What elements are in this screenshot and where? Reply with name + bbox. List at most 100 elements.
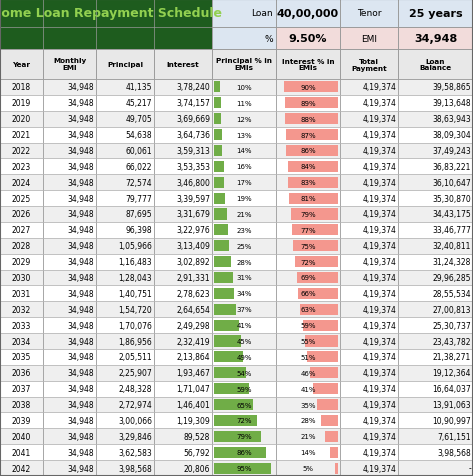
Bar bbox=[340, 444, 398, 460]
Bar bbox=[43, 302, 96, 317]
Bar bbox=[0, 96, 43, 111]
Text: 25 years: 25 years bbox=[409, 9, 462, 19]
Text: 88%: 88% bbox=[300, 117, 316, 122]
Text: 75%: 75% bbox=[300, 243, 316, 249]
Bar bbox=[340, 365, 398, 381]
Bar bbox=[212, 381, 276, 397]
Bar bbox=[214, 241, 229, 252]
Bar bbox=[0, 222, 43, 238]
Bar bbox=[276, 222, 340, 238]
Bar bbox=[276, 238, 340, 254]
Bar bbox=[276, 96, 340, 111]
Bar bbox=[398, 143, 473, 159]
Bar bbox=[307, 352, 338, 363]
Text: Home Loan Repayment Schedule: Home Loan Repayment Schedule bbox=[0, 8, 221, 20]
Bar bbox=[43, 96, 96, 111]
Text: 41,135: 41,135 bbox=[125, 83, 152, 92]
Text: Total
Payment: Total Payment bbox=[351, 59, 387, 71]
Text: 9.50%: 9.50% bbox=[289, 34, 327, 44]
Bar bbox=[340, 207, 398, 222]
Bar bbox=[214, 383, 249, 395]
Text: 32,40,811: 32,40,811 bbox=[433, 242, 471, 251]
Text: 2027: 2027 bbox=[12, 226, 31, 235]
Text: Interest: Interest bbox=[166, 62, 199, 68]
Text: 79%: 79% bbox=[300, 211, 316, 218]
Bar bbox=[43, 365, 96, 381]
Text: 4,19,374: 4,19,374 bbox=[362, 99, 396, 108]
Bar bbox=[398, 96, 473, 111]
Text: 2,32,419: 2,32,419 bbox=[176, 337, 210, 346]
Bar bbox=[212, 444, 276, 460]
Text: 34,948: 34,948 bbox=[67, 226, 94, 235]
Text: 37,49,243: 37,49,243 bbox=[432, 147, 471, 156]
Text: Principal: Principal bbox=[107, 62, 143, 68]
Text: 41%: 41% bbox=[300, 386, 316, 392]
Text: 4,19,374: 4,19,374 bbox=[362, 83, 396, 92]
Bar bbox=[154, 222, 212, 238]
Text: 4,19,374: 4,19,374 bbox=[362, 147, 396, 156]
Text: 3,74,157: 3,74,157 bbox=[176, 99, 210, 108]
Bar bbox=[276, 0, 340, 28]
Bar bbox=[212, 80, 276, 96]
Text: 77%: 77% bbox=[300, 228, 316, 233]
Text: 89,528: 89,528 bbox=[184, 432, 210, 441]
Bar bbox=[398, 238, 473, 254]
Text: 2020: 2020 bbox=[12, 115, 31, 124]
Bar bbox=[330, 446, 338, 458]
Text: 34,948: 34,948 bbox=[67, 416, 94, 425]
Text: 21,38,271: 21,38,271 bbox=[433, 353, 471, 362]
Bar bbox=[96, 270, 154, 286]
Bar bbox=[96, 444, 154, 460]
Text: 3,98,568: 3,98,568 bbox=[437, 448, 471, 456]
Text: 12%: 12% bbox=[236, 117, 252, 122]
Bar bbox=[398, 80, 473, 96]
Bar bbox=[340, 333, 398, 349]
Bar bbox=[276, 349, 340, 365]
Bar bbox=[214, 225, 228, 236]
Text: EMI: EMI bbox=[361, 34, 377, 43]
Bar bbox=[154, 381, 212, 397]
Bar bbox=[214, 98, 220, 109]
Text: 34%: 34% bbox=[236, 291, 252, 297]
Text: 1,86,956: 1,86,956 bbox=[118, 337, 152, 346]
Text: 10%: 10% bbox=[236, 85, 252, 91]
Bar bbox=[398, 254, 473, 270]
Bar bbox=[212, 286, 276, 302]
Bar bbox=[340, 317, 398, 333]
Text: 2035: 2035 bbox=[12, 353, 31, 362]
Text: 34,948: 34,948 bbox=[67, 162, 94, 171]
Bar bbox=[314, 383, 338, 395]
Bar bbox=[0, 428, 43, 444]
Bar bbox=[212, 175, 276, 191]
Bar bbox=[276, 50, 340, 80]
Text: 3,53,353: 3,53,353 bbox=[176, 162, 210, 171]
Text: 1,05,966: 1,05,966 bbox=[118, 242, 152, 251]
Bar bbox=[214, 446, 266, 458]
Bar bbox=[340, 159, 398, 175]
Bar bbox=[398, 270, 473, 286]
Bar bbox=[212, 0, 276, 28]
Bar bbox=[154, 317, 212, 333]
Bar bbox=[212, 397, 276, 413]
Text: 2025: 2025 bbox=[12, 194, 31, 203]
Bar bbox=[340, 50, 398, 80]
Bar bbox=[154, 111, 212, 128]
Bar bbox=[276, 143, 340, 159]
Text: 11%: 11% bbox=[236, 100, 252, 107]
Bar bbox=[96, 349, 154, 365]
Bar bbox=[398, 191, 473, 207]
Text: 4,19,374: 4,19,374 bbox=[362, 384, 396, 393]
Text: 2042: 2042 bbox=[12, 464, 31, 473]
Bar bbox=[0, 128, 43, 143]
Bar bbox=[43, 349, 96, 365]
Bar bbox=[289, 193, 338, 204]
Bar bbox=[398, 207, 473, 222]
Text: 2019: 2019 bbox=[12, 99, 31, 108]
Bar bbox=[0, 159, 43, 175]
Bar bbox=[276, 413, 340, 428]
Text: 96,398: 96,398 bbox=[125, 226, 152, 235]
Bar bbox=[154, 175, 212, 191]
Bar bbox=[96, 254, 154, 270]
Text: 34,948: 34,948 bbox=[67, 273, 94, 282]
Bar bbox=[214, 82, 220, 93]
